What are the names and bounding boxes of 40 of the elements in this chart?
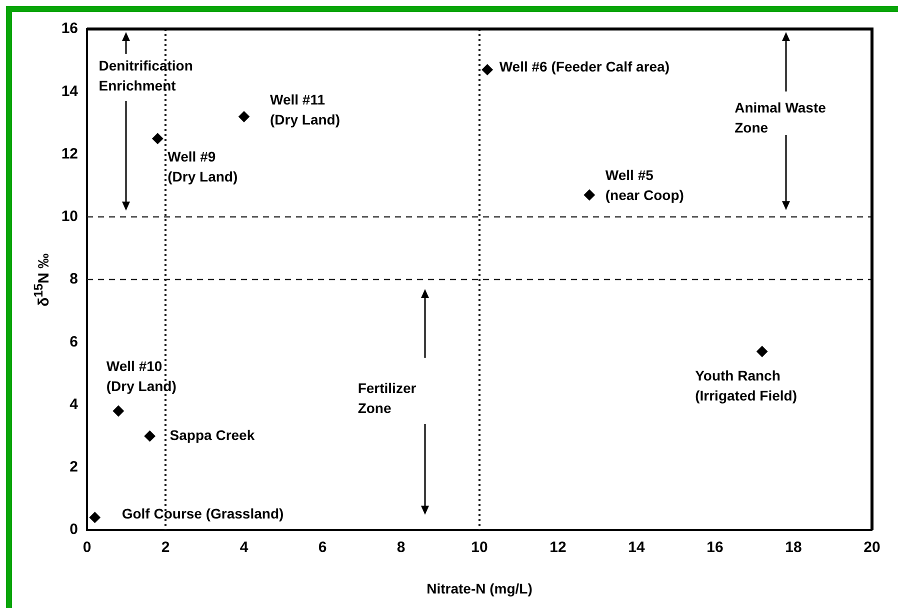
point <box>152 133 164 144</box>
point <box>89 512 100 523</box>
point <box>238 111 250 122</box>
y-tick-label: 16 <box>61 20 78 38</box>
x-tick-label: 0 <box>82 539 92 556</box>
x-tick-label: 18 <box>785 539 802 556</box>
point <box>756 346 768 358</box>
point <box>482 64 493 76</box>
y-tick-label: 6 <box>70 333 78 350</box>
annotation: Well #9 (Dry Land) <box>168 148 238 184</box>
annotation: Animal Waste Zone <box>734 100 826 136</box>
annotation: Well #6 (Feeder Calf area) <box>499 58 670 75</box>
annotation: Well #11 (Dry Land) <box>270 92 340 128</box>
y-tick-label: 8 <box>70 270 78 288</box>
point <box>112 406 124 417</box>
annotation: Sappa Creek <box>170 426 255 443</box>
annotation: Well #10 (Dry Land) <box>106 358 176 394</box>
y-tick-label: 2 <box>70 458 78 476</box>
annotation: Well #5 (near Coop) <box>605 166 684 203</box>
x-tick-label: 20 <box>864 539 880 556</box>
y-tick-label: 4 <box>70 396 79 413</box>
x-tick-label: 2 <box>161 539 170 556</box>
annotation: Golf Course (Grassland) <box>122 505 284 522</box>
x-tick-label: 8 <box>396 539 406 556</box>
y-tick-label: 0 <box>70 521 78 538</box>
x-tick-label: 6 <box>318 539 327 556</box>
point <box>144 430 156 442</box>
x-axis-title: Nitrate-N (mg/L) <box>426 580 532 596</box>
annotation: Youth Ranch (Irrigated Field) <box>695 367 798 404</box>
point <box>584 189 595 200</box>
x-tick-label: 10 <box>471 539 488 556</box>
y-tick-label: 10 <box>61 208 78 226</box>
x-tick-label: 4 <box>240 539 249 556</box>
x-tick-label: 16 <box>706 539 724 556</box>
annotation: Denitrification Enrichment <box>98 57 193 94</box>
y-tick-label: 12 <box>61 145 78 162</box>
y-tick-label: 14 <box>61 82 79 100</box>
x-tick-label: 12 <box>550 539 566 556</box>
annotation: Fertilizer Zone <box>358 380 417 416</box>
x-tick-label: 14 <box>628 539 646 556</box>
